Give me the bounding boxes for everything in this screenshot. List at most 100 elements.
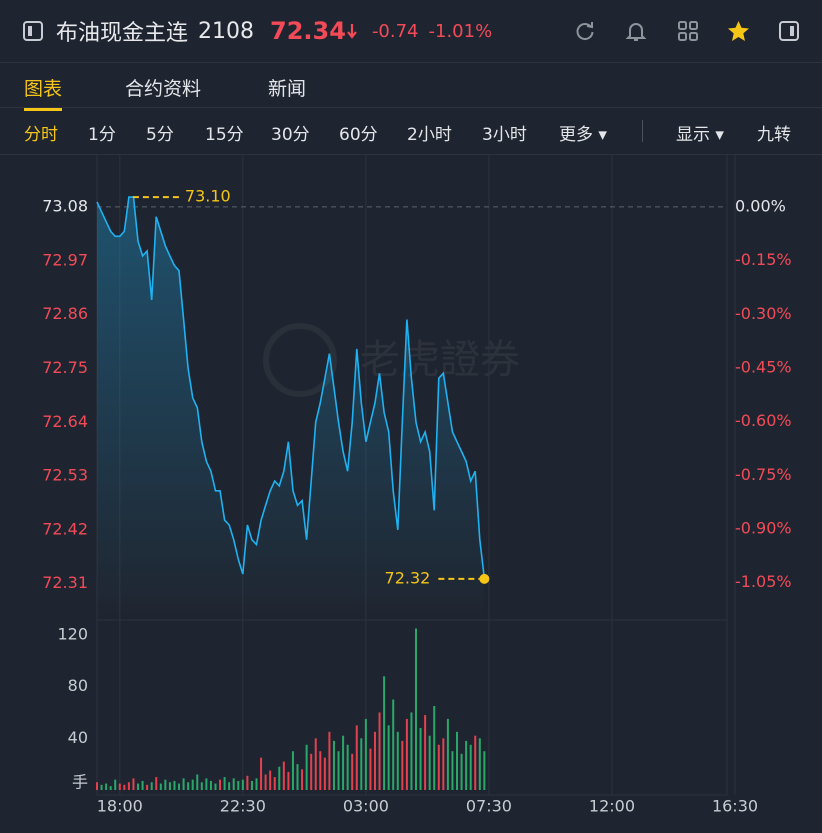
volume-bar [223,777,226,790]
period[interactable]: 30分 [271,125,310,145]
volume-bar [219,779,222,790]
volume-bar [415,628,417,790]
y-tick-label: 72.42 [42,519,88,538]
x-tick-label: 12:00 [589,797,635,816]
area-fill [97,197,485,618]
volume-bar [273,777,276,790]
x-tick-label: 16:30 [712,797,758,816]
period[interactable]: 分时 [24,125,58,145]
tab[interactable]: 新闻 [268,78,307,100]
price-line [96,196,486,579]
volume-bar [360,738,363,790]
period[interactable]: 15分 [205,125,244,145]
volume-bar [241,779,244,790]
volume-bar [456,731,459,790]
volume-bar [209,780,212,790]
sidebar-icon[interactable] [778,20,800,42]
y-tick-label: 72.75 [42,358,88,377]
volume-bar [269,770,272,790]
watermark-logo [263,323,337,397]
volume-bar [255,778,258,790]
volume-bar [437,744,440,790]
volume-bar [105,783,108,790]
display-label: 显示 [676,125,710,145]
last-price: 72.34 [270,17,346,45]
volume-bar [205,778,208,790]
volume-tick-label: 80 [68,676,88,695]
volume-bar [214,783,217,790]
volume-bar [419,727,422,790]
volume-unit: 手 [72,773,88,792]
volume-bar [478,738,481,790]
header: 布油现金主连 2108 72.34 -0.74 -1.01% [0,0,822,63]
jiuzhuan[interactable]: 九转 [757,125,791,145]
volume-bar [228,782,231,790]
price-change: -0.74 [371,20,419,42]
volume-bar [109,786,112,790]
instrument-name: 布油现金主连 [56,21,189,46]
menu-icon[interactable] [22,20,44,42]
volume-bar [346,744,349,790]
volume-bar [428,735,431,790]
display-menu[interactable]: 显示 ▾ [676,125,724,145]
volume-bar [146,784,149,790]
separator [642,120,643,142]
x-tick-label: 22:30 [220,797,266,816]
alert-icon[interactable] [625,20,647,42]
volume-bar [127,782,130,790]
refresh-icon[interactable] [574,20,596,42]
tab[interactable]: 图表 [24,74,63,111]
volume-bar [337,751,340,790]
volume-bar [305,744,308,790]
volume-bar [328,731,331,790]
volume-bar [141,780,144,790]
volume-bar [100,784,103,790]
volume-bar [387,725,390,790]
y2-tick-label: -0.15% [735,250,792,269]
volume-bar [123,784,126,790]
volume-bar [278,766,281,790]
volume-bar [465,740,468,790]
period[interactable]: 3小时 [482,125,527,145]
volume-bar [137,783,140,790]
volume-bar [342,735,345,790]
volume-bar [405,718,408,790]
volume-bar [187,782,190,790]
volume-bar [483,751,486,790]
volume-bar [396,731,399,790]
volume-bar [196,774,199,790]
volume-bar [264,774,267,790]
price-change-pct: -1.01% [428,20,493,42]
caret: ▾ [593,125,607,145]
volume-bar [164,779,167,790]
period[interactable]: 1分 [88,125,116,145]
period[interactable]: 5分 [146,125,174,145]
y-tick-label: 72.97 [42,250,88,269]
period[interactable]: 60分 [339,125,378,145]
y2-tick-label: 0.00% [735,197,786,216]
volume-bar [250,780,253,790]
tab[interactable]: 合约资料 [125,78,202,100]
volume-bar [319,751,322,790]
volume-bar [150,782,153,790]
favorite-icon[interactable] [727,20,750,42]
y-tick-label: 73.08 [42,196,88,215]
volume-bar [96,782,98,790]
period[interactable]: 更多 ▾ [559,125,607,145]
volume-bar [182,778,185,790]
volume-bar [474,735,477,790]
y2-tick-label: -0.75% [735,465,792,484]
x-tick-label: 07:30 [466,797,512,816]
grid-icon[interactable] [677,20,699,42]
volume-bar [383,676,386,790]
x-tick-label: 18:00 [97,797,143,816]
volume-bar [314,738,317,790]
period[interactable]: 2小时 [407,125,452,145]
y-tick-label: 72.53 [42,466,88,485]
volume-bar [424,715,427,790]
y2-tick-label: -0.30% [735,304,792,323]
period-bar: 显示 ▾ 九转 分时 1分 5分 15分 30分 60分 2小时 3小时 更多 ▾ [0,108,822,155]
volume-bar [446,718,449,790]
last-price-dot [479,573,490,584]
